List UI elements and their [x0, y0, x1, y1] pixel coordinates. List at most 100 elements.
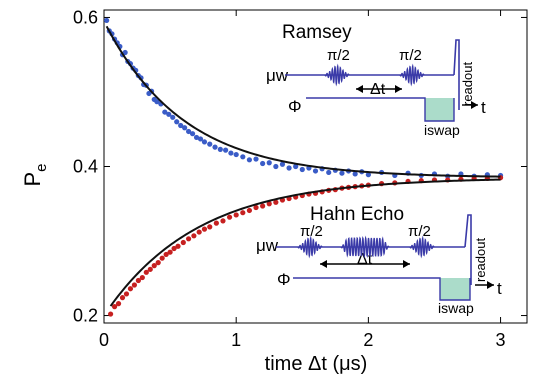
data-point [123, 291, 130, 297]
data-point [312, 168, 319, 174]
inset-echo-pulse2-label: π/2 [408, 223, 431, 240]
data-point [279, 161, 286, 167]
data-point [207, 224, 213, 230]
data-point [174, 119, 180, 125]
data-point [212, 144, 218, 150]
inset-ramsey-pulse2-label: π/2 [399, 47, 422, 64]
inset-echo-phi-label: Φ [277, 270, 291, 289]
data-point [352, 171, 358, 177]
data-point [155, 260, 161, 266]
data-point [178, 122, 184, 129]
inset-echo-pulse1 [297, 235, 323, 259]
y-axis-label-sub: e [33, 163, 50, 171]
data-point [170, 114, 176, 120]
x-axis-label: time Δt (μs) [265, 353, 368, 375]
inset-ramsey-readout-label: readout [460, 62, 475, 106]
data-point [223, 147, 229, 153]
data-point [213, 220, 219, 226]
x-tick-label: 3 [496, 330, 506, 350]
pulse-waveform [340, 235, 390, 259]
data-point [163, 251, 169, 258]
data-point [260, 203, 266, 209]
data-point [175, 243, 181, 249]
y-tick-label: 0.4 [73, 157, 98, 177]
data-point [104, 17, 110, 24]
svg-text:Pe: Pe [20, 163, 50, 186]
inset-ramsey-iswap-fill [425, 98, 454, 121]
inset-echo-iswap-fill [440, 278, 470, 300]
inset-ramsey-pulse2 [399, 63, 425, 87]
y-tick-label: 0.2 [73, 306, 98, 326]
inset-ramsey-phi-label: Φ [288, 97, 302, 116]
data-point [197, 136, 204, 142]
inset-echo-readout-label: readout [473, 238, 488, 282]
fit-curve-hahn-echo [109, 178, 501, 307]
inset-ramsey-readout-pulse [453, 39, 460, 110]
data-point [339, 170, 345, 176]
data-point [147, 266, 153, 272]
inset-ramsey-iswap-label: iswap [424, 122, 460, 138]
inset-hahn-echo: Hahn Echo μw Φ π/2 π/2 Δt iswap readout … [256, 204, 502, 316]
data-point [273, 199, 279, 205]
pulse-waveform [399, 63, 425, 87]
y-axis-label: Pe [20, 163, 50, 186]
data-point [240, 154, 246, 160]
data-point [166, 111, 172, 117]
x-axis: 0 1 2 3 [99, 10, 506, 350]
data-point [167, 249, 173, 255]
data-point [139, 274, 145, 281]
inset-echo-pulse1-label: π/2 [300, 223, 323, 240]
y-axis-label-main: P [20, 172, 45, 187]
y-axis: 0.2 0.4 0.6 [73, 7, 527, 326]
data-point [171, 245, 177, 252]
inset-echo-time-arrowhead [487, 281, 494, 289]
inset-echo-flux-line [293, 277, 471, 301]
data-point [159, 255, 165, 261]
data-point [154, 99, 160, 105]
data-point [240, 210, 246, 216]
data-point [143, 269, 149, 275]
inset-echo-mw-label: μw [256, 236, 279, 255]
inset-ramsey-time-label: t [481, 98, 486, 117]
data-point [286, 165, 292, 171]
data-point [135, 277, 141, 284]
inset-ramsey-time-arrowhead [471, 101, 478, 109]
data-point [220, 218, 226, 224]
data-point [131, 282, 138, 288]
data-point [186, 128, 192, 135]
data-point [266, 160, 272, 166]
pulse-waveform [409, 235, 435, 259]
data-point [246, 157, 253, 163]
data-point [226, 214, 233, 220]
data-point [246, 207, 253, 214]
data-point [253, 204, 259, 211]
data-point [326, 169, 332, 176]
pulse-waveform [324, 63, 350, 87]
data-point [233, 151, 239, 158]
data-point [273, 163, 279, 170]
data-point [201, 139, 208, 145]
data-point [189, 131, 196, 137]
data-point [180, 239, 186, 246]
inset-ramsey-flux-line [306, 97, 455, 122]
data-point [191, 233, 197, 239]
x-tick-label: 2 [363, 330, 373, 350]
x-tick-label: 1 [231, 330, 241, 350]
inset-echo-iswap-label: iswap [438, 300, 474, 316]
inset-echo-pi-pulse [340, 235, 390, 259]
inset-ramsey-pulse1 [324, 63, 350, 87]
data-point [111, 304, 118, 310]
pulse-waveform [297, 235, 323, 259]
data-point [233, 212, 239, 218]
x-tick-label: 0 [99, 330, 109, 350]
data-point [162, 109, 168, 115]
data-point [119, 295, 126, 301]
data-point [151, 263, 157, 269]
inset-ramsey-mw-label: μw [266, 66, 289, 85]
inset-echo-title: Hahn Echo [310, 204, 404, 225]
inset-echo-pulse2 [409, 235, 435, 259]
data-point [127, 286, 134, 292]
inset-ramsey: Ramsey μw Φ π/2 π/2 Δt iswap readout t [266, 22, 486, 138]
inset-ramsey-pulse1-label: π/2 [327, 47, 350, 64]
